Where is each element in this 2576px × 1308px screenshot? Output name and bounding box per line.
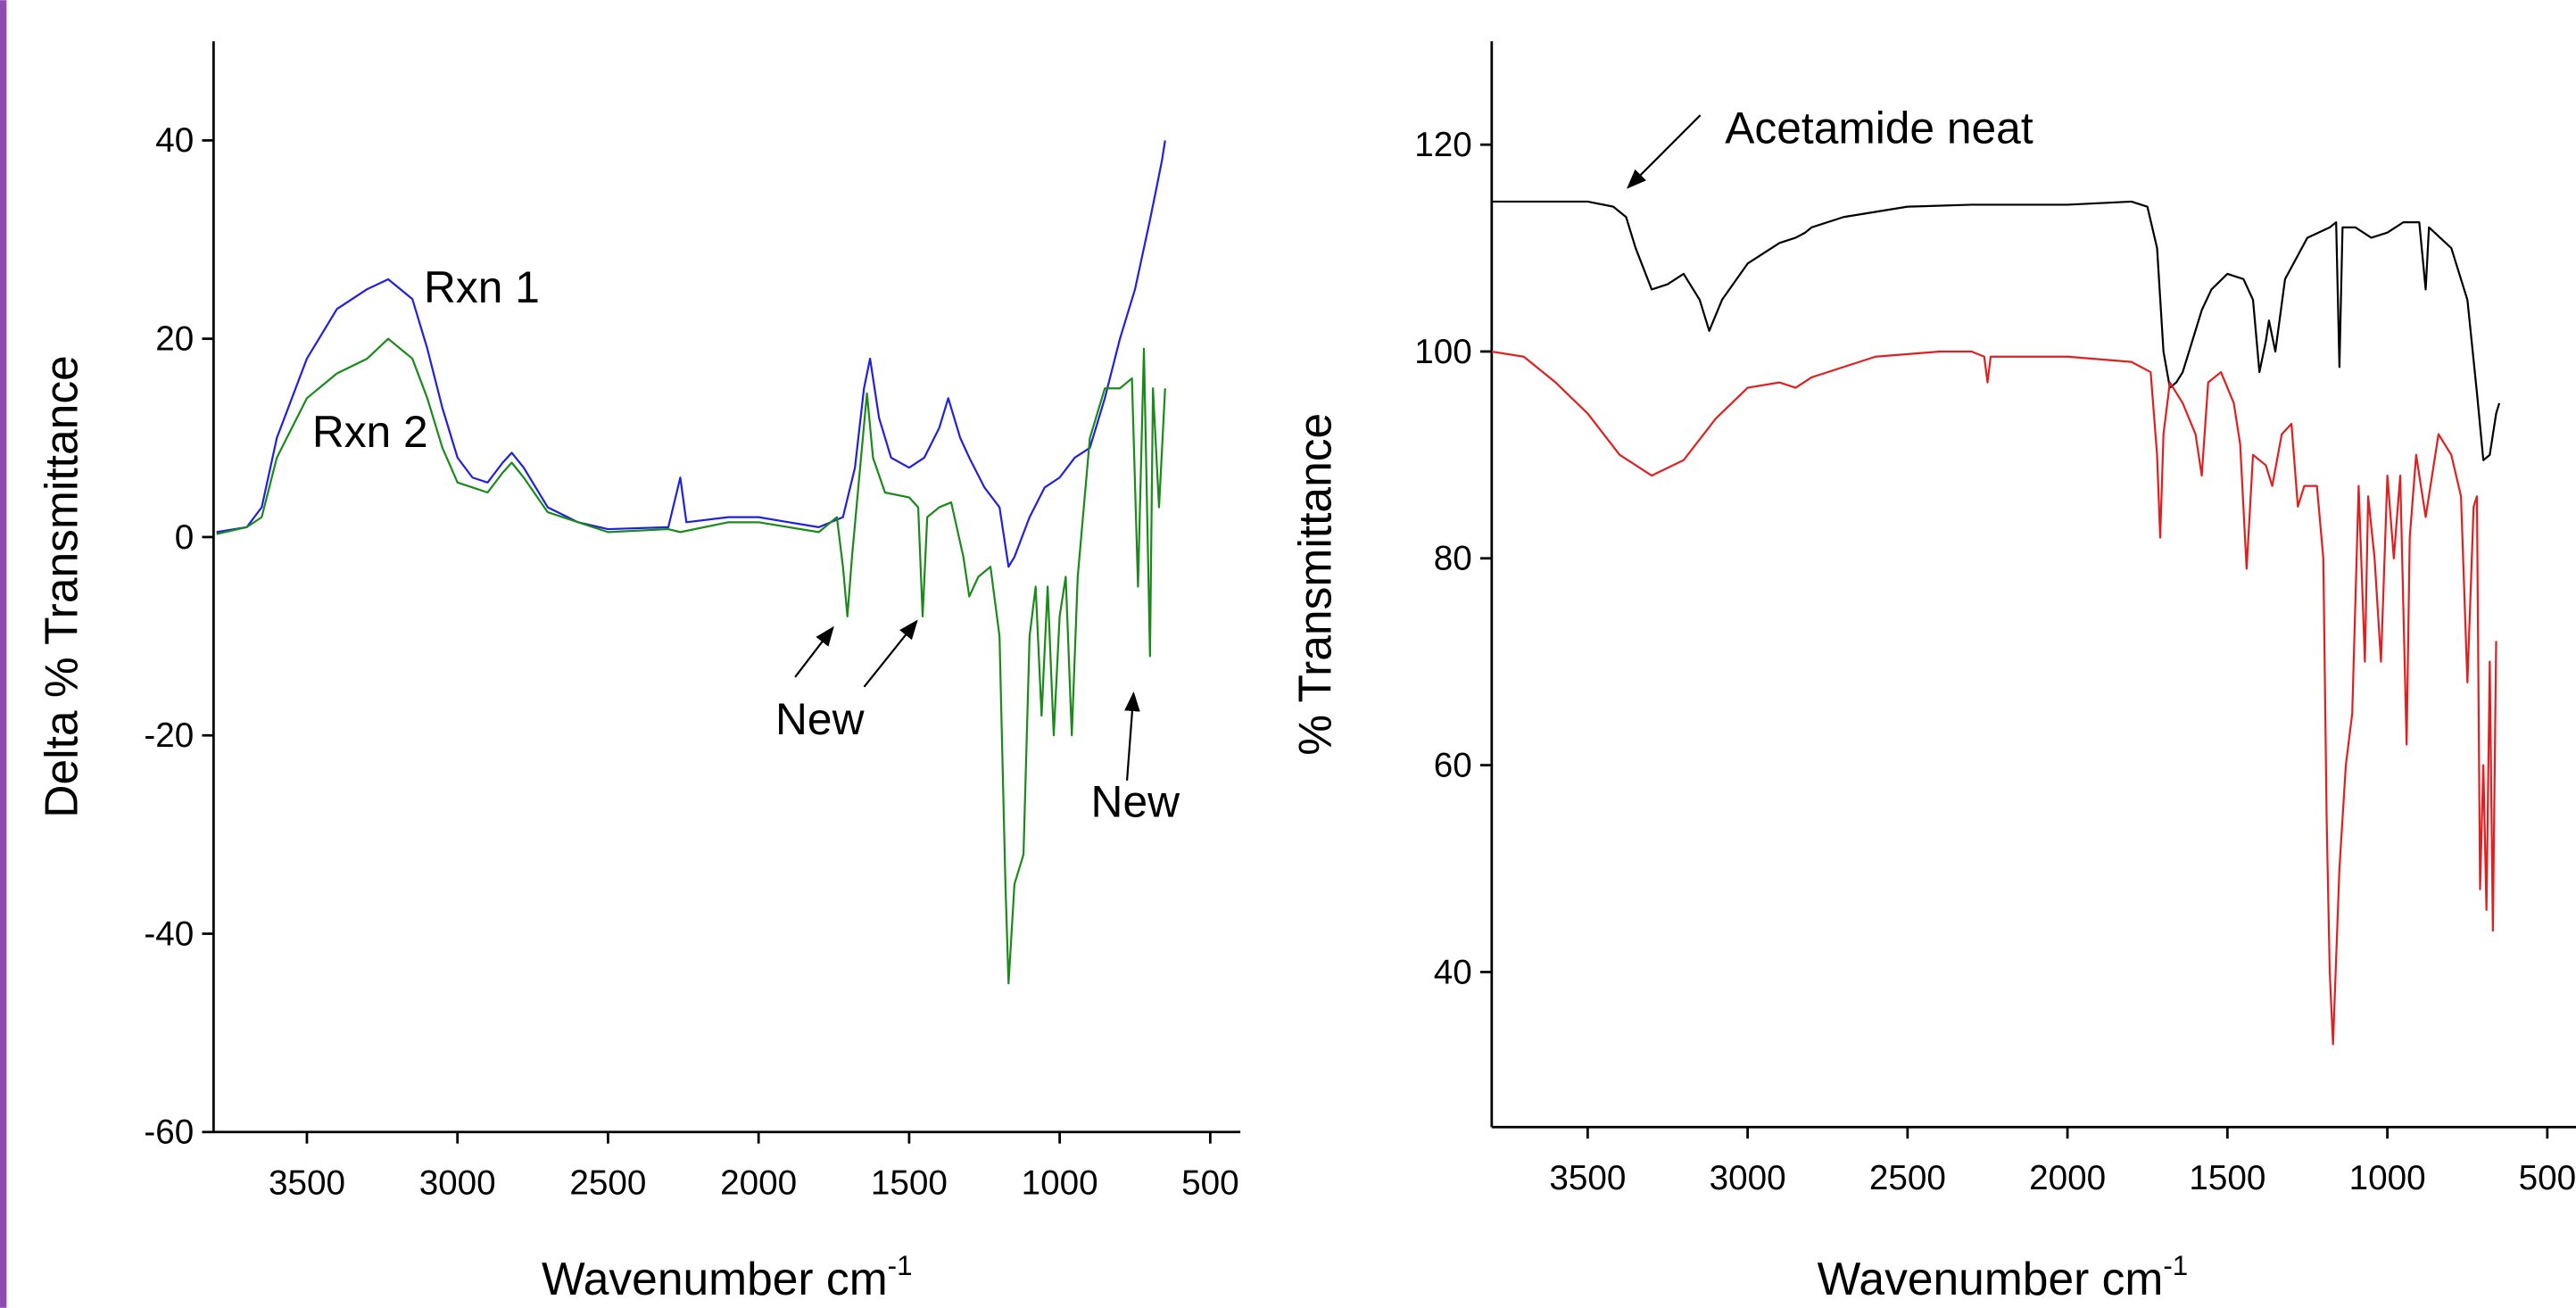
x-axis-title-sup: -1 bbox=[888, 1250, 913, 1281]
arrow bbox=[863, 619, 918, 688]
right-panel: 40 60 80 100 120 3500 3000 2500 2000 1500 1000 500%… bbox=[1288, 41, 2576, 1304]
x-tick-label: 3000 bbox=[419, 1164, 496, 1203]
x-tick-label: 3500 bbox=[269, 1164, 345, 1203]
x-tick-label: 1500 bbox=[871, 1164, 948, 1203]
y-tick-label: 0 bbox=[175, 518, 195, 557]
y-tick-label: 120 bbox=[1414, 126, 1471, 164]
y-tick-label: -40 bbox=[144, 915, 194, 953]
arrow bbox=[1124, 691, 1140, 781]
annotation: Acetamide neat bbox=[1725, 103, 2033, 153]
y-tick-label: 60 bbox=[1434, 746, 1472, 784]
y-tick-label: 100 bbox=[1414, 333, 1471, 371]
x-tick-label: 1000 bbox=[1022, 1164, 1098, 1203]
x-axis-title-sup: -1 bbox=[2163, 1250, 2188, 1281]
y-axis-title: Delta % Transmittance bbox=[36, 355, 87, 818]
arrows bbox=[794, 114, 1702, 781]
y-tick-label: 20 bbox=[155, 320, 194, 359]
y-tick-label: 40 bbox=[1434, 953, 1472, 991]
spectrum-line bbox=[216, 140, 1166, 568]
x-tick-label: 2000 bbox=[720, 1164, 797, 1203]
x-tick-label: 3500 bbox=[1549, 1159, 1626, 1197]
annotation: New bbox=[1091, 776, 1181, 826]
spectrum-line bbox=[216, 337, 1166, 985]
left-edge-bar bbox=[0, 0, 7, 1308]
spectrum-line bbox=[1491, 200, 2501, 461]
y-tick-label: 80 bbox=[1434, 540, 1472, 578]
x-axis-title-main: Wavenumber cm bbox=[542, 1253, 888, 1304]
annotation: Rxn 2 bbox=[312, 407, 428, 457]
x-axis-title: Wavenumber cm-1 bbox=[1818, 1250, 2189, 1304]
x-tick-label: 500 bbox=[2519, 1159, 2576, 1197]
y-tick-label: -20 bbox=[144, 716, 194, 755]
y-axis-title: % Transmittance bbox=[1288, 413, 1340, 756]
y-tick-label: 40 bbox=[155, 121, 194, 160]
x-axis-title-main: Wavenumber cm bbox=[1818, 1253, 2164, 1304]
x-tick-label: 1500 bbox=[2189, 1159, 2265, 1197]
x-tick-label: 1000 bbox=[2349, 1159, 2426, 1197]
x-tick-label: 500 bbox=[1181, 1164, 1238, 1203]
x-tick-label: 2500 bbox=[1869, 1159, 1946, 1197]
x-tick-label: 2500 bbox=[569, 1164, 646, 1203]
spectrum-line bbox=[1491, 350, 2497, 1046]
x-axis-title: Wavenumber cm-1 bbox=[542, 1250, 913, 1304]
annotation: New bbox=[775, 694, 866, 744]
y-tick-label: -60 bbox=[144, 1113, 194, 1152]
x-tick-label: 3000 bbox=[1710, 1159, 1786, 1197]
left-panel: -60 -40 -20 0 20 40 3500 3000 2500 2000 1500 1000 50… bbox=[36, 41, 1241, 1304]
arrow bbox=[1627, 114, 1702, 189]
arrow bbox=[794, 625, 834, 678]
annotation: Rxn 1 bbox=[424, 262, 540, 312]
x-tick-label: 2000 bbox=[2029, 1159, 2106, 1197]
